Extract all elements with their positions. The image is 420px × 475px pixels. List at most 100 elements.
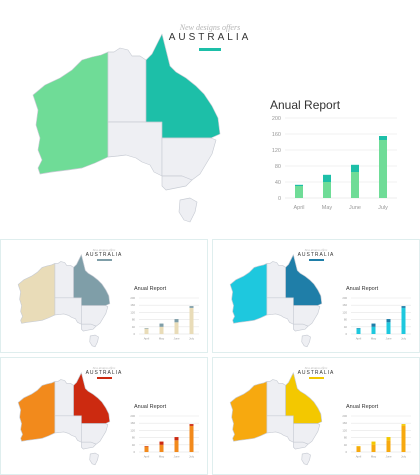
y-tick-label: 0 bbox=[345, 332, 347, 336]
y-tick-label: 40 bbox=[275, 180, 281, 186]
x-tick-label: July bbox=[189, 455, 195, 459]
bar-segment-base bbox=[386, 322, 391, 334]
bar-segment-base bbox=[401, 307, 406, 334]
australia-map bbox=[32, 33, 221, 223]
x-tick-label: June bbox=[173, 337, 180, 341]
bar-segment-top bbox=[144, 328, 149, 329]
x-tick-label: July bbox=[401, 455, 407, 459]
region-queensland bbox=[73, 372, 111, 424]
y-tick-label: 40 bbox=[132, 443, 136, 447]
bar-segment-top bbox=[371, 323, 376, 327]
bar-segment-base bbox=[386, 440, 391, 452]
region-victoria bbox=[81, 441, 97, 450]
bar-segment-top bbox=[356, 446, 361, 447]
title: AUSTRALIA bbox=[168, 32, 252, 43]
region-tasmania bbox=[89, 334, 99, 348]
slide-variant-yellow[interactable]: New designs offers AUSTRALIA Anual Repor… bbox=[212, 357, 420, 475]
pre-title: New designs offers bbox=[179, 23, 241, 32]
y-tick-label: 80 bbox=[132, 436, 136, 440]
x-tick-label: May bbox=[159, 337, 165, 341]
y-tick-label: 80 bbox=[132, 318, 136, 322]
y-tick-label: 80 bbox=[275, 164, 281, 170]
map-group bbox=[17, 372, 111, 466]
y-tick-label: 160 bbox=[342, 421, 347, 425]
x-tick-label: April bbox=[356, 337, 362, 341]
annual-report-chart: 0 40 80 120 160 200 April May June July bbox=[342, 414, 411, 459]
y-tick-label: 0 bbox=[278, 196, 281, 202]
x-tick-label: May bbox=[159, 455, 165, 459]
australia-map bbox=[229, 372, 323, 466]
bar-segment-top bbox=[401, 424, 406, 426]
y-tick-label: 160 bbox=[130, 421, 135, 425]
region-western-australia bbox=[32, 51, 109, 175]
y-tick-label: 80 bbox=[344, 436, 348, 440]
region-tasmania bbox=[301, 334, 311, 348]
bar-segment-top bbox=[295, 184, 303, 186]
bar-segment-base bbox=[159, 326, 164, 334]
bar-segment-top bbox=[174, 319, 179, 323]
y-tick-label: 80 bbox=[344, 318, 348, 322]
region-tasmania bbox=[301, 452, 311, 466]
title: AUSTRALIA bbox=[297, 252, 335, 258]
y-tick-label: 120 bbox=[130, 428, 135, 432]
y-tick-label: 0 bbox=[133, 332, 135, 336]
x-tick-label: July bbox=[189, 337, 195, 341]
title-accent-bar bbox=[97, 377, 112, 379]
pre-title: New designs offers bbox=[92, 366, 116, 370]
bar-segment-base bbox=[295, 186, 303, 198]
region-western-australia bbox=[17, 381, 56, 442]
bar-segment-base bbox=[144, 328, 149, 334]
bar-segment-top bbox=[189, 306, 194, 308]
y-tick-label: 200 bbox=[342, 296, 347, 300]
slide-variant-red[interactable]: New designs offers AUSTRALIA Anual Repor… bbox=[0, 357, 208, 475]
title-accent-bar bbox=[309, 377, 324, 379]
bar-segment-top bbox=[401, 306, 406, 308]
region-queensland bbox=[73, 254, 111, 306]
region-queensland bbox=[285, 254, 323, 306]
bar-segment-top bbox=[159, 441, 164, 445]
x-tick-label: June bbox=[173, 455, 180, 459]
bar-segment-base bbox=[401, 425, 406, 452]
title-accent-bar bbox=[97, 259, 112, 261]
y-tick-label: 120 bbox=[272, 148, 281, 154]
x-tick-label: April bbox=[144, 337, 150, 341]
y-tick-label: 160 bbox=[342, 303, 347, 307]
slide-main[interactable]: New designs offers AUSTRALIA Anual Repor… bbox=[0, 0, 420, 235]
y-tick-label: 200 bbox=[130, 414, 135, 418]
bar-segment-base bbox=[356, 446, 361, 452]
bar-segment-base bbox=[323, 182, 331, 198]
x-tick-label: April bbox=[293, 205, 304, 211]
region-western-australia bbox=[229, 381, 268, 442]
y-tick-label: 200 bbox=[130, 296, 135, 300]
y-tick-label: 200 bbox=[342, 414, 347, 418]
report-title: Anual Report bbox=[270, 98, 341, 112]
y-tick-label: 40 bbox=[344, 443, 348, 447]
y-tick-label: 120 bbox=[130, 310, 135, 314]
y-tick-label: 0 bbox=[133, 450, 135, 454]
y-tick-label: 0 bbox=[345, 450, 347, 454]
y-tick-label: 40 bbox=[344, 325, 348, 329]
bar-segment-base bbox=[371, 444, 376, 452]
australia-map bbox=[17, 372, 111, 466]
x-tick-label: June bbox=[385, 337, 392, 341]
region-tasmania bbox=[178, 197, 198, 223]
bar-segment-top bbox=[379, 136, 387, 140]
bar-segment-base bbox=[371, 326, 376, 334]
slide-variant-grey[interactable]: New designs offers AUSTRALIA Anual Repor… bbox=[0, 239, 208, 353]
pre-title: New designs offers bbox=[92, 248, 116, 252]
x-tick-label: July bbox=[378, 205, 388, 211]
bar-segment-base bbox=[189, 307, 194, 334]
region-victoria bbox=[161, 175, 193, 191]
region-tasmania bbox=[89, 452, 99, 466]
bar-segment-base bbox=[159, 444, 164, 452]
map-group bbox=[32, 33, 221, 223]
title-accent-bar bbox=[199, 48, 221, 51]
x-tick-label: May bbox=[322, 205, 333, 211]
bar-segment-top bbox=[189, 424, 194, 426]
region-queensland bbox=[285, 372, 323, 424]
x-tick-label: June bbox=[349, 205, 361, 211]
annual-report-chart: 0 40 80 120 160 200 April May June July bbox=[130, 414, 199, 459]
annual-report-chart: 0 40 80 120 160 200 April May June July bbox=[342, 296, 411, 341]
slide-variant-blue[interactable]: New designs offers AUSTRALIA Anual Repor… bbox=[212, 239, 420, 353]
bar-segment-base bbox=[174, 322, 179, 334]
